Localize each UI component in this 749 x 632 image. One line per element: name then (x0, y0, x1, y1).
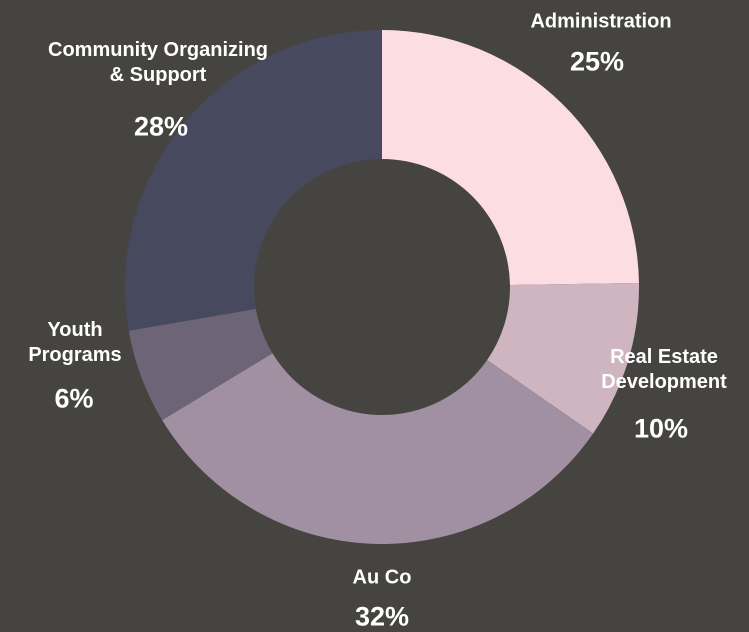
value-label: 28% (133, 111, 189, 142)
slice-label: Community Organizing & Support (48, 39, 268, 86)
value-label: 6% (54, 383, 94, 414)
slice-label: Real Estate Development (601, 346, 727, 393)
value-label: 25% (569, 46, 625, 77)
slice-label: Au Co (352, 566, 412, 589)
value-label: 32% (354, 601, 410, 632)
donut-slice (382, 30, 639, 286)
slice-label: Youth Programs (28, 319, 122, 366)
value-label: 10% (633, 413, 689, 444)
donut-slice (162, 353, 594, 544)
donut-slice (487, 283, 639, 434)
slice-label: Administration (530, 10, 672, 33)
donut-slice (124, 30, 382, 331)
donut-slice (128, 308, 273, 421)
